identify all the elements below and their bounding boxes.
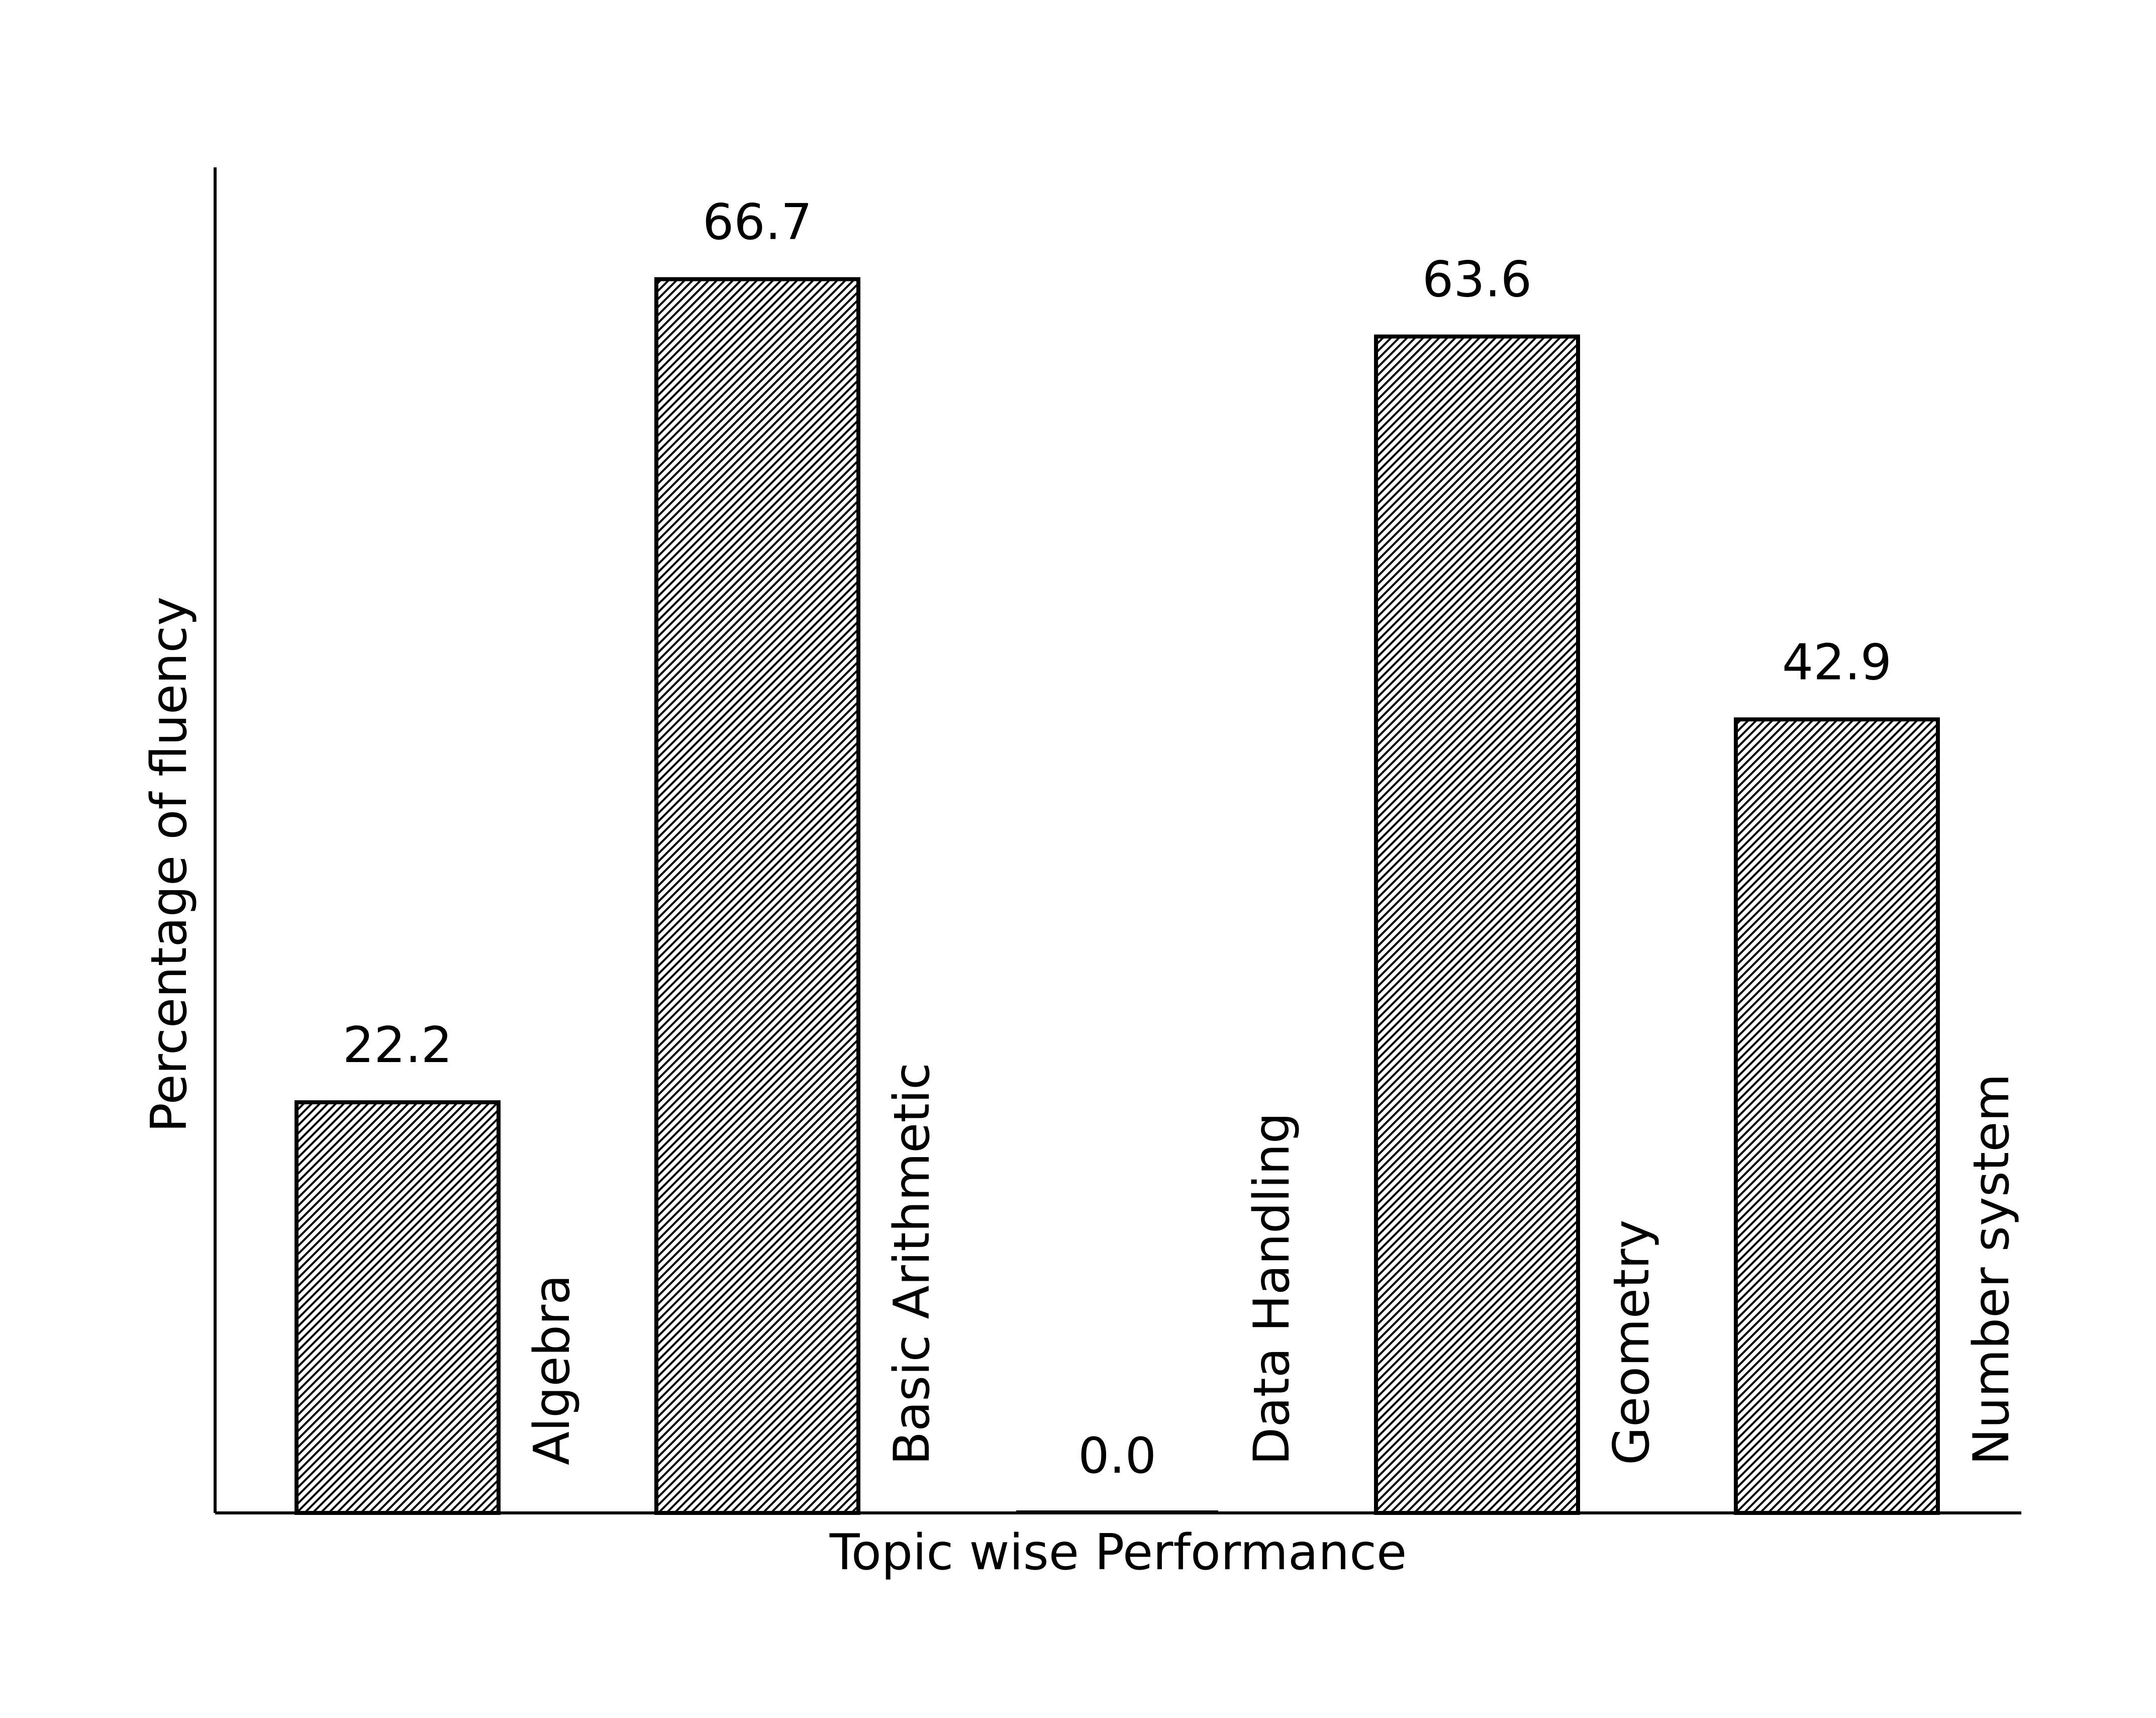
bars-layer <box>295 277 1940 1515</box>
value-label: 22.2 <box>343 1017 452 1074</box>
y-axis-title: Percentage of fluency <box>141 597 198 1132</box>
axes-layer <box>214 167 2021 1514</box>
value-label: 42.9 <box>1782 634 1892 691</box>
category-label: Data Handling <box>1243 1112 1301 1465</box>
bar-geometry <box>1374 334 1580 1515</box>
labels-layer: 22.2 Algebra 66.7 Basic Arithmetic 0.0 Data H… <box>343 194 2020 1485</box>
value-label: 66.7 <box>703 194 812 251</box>
category-label: Basic Arithmetic <box>884 1063 941 1465</box>
value-label: 63.6 <box>1422 251 1532 309</box>
category-label: Algebra <box>524 1275 581 1465</box>
x-axis-title: Topic wise Performance <box>829 1524 1407 1581</box>
category-label: Geometry <box>1603 1219 1660 1465</box>
bar-algebra <box>295 1100 501 1515</box>
bar-number-system <box>1734 717 1940 1515</box>
category-label: Number system <box>1963 1074 2020 1465</box>
bar-basic-arithmetic <box>654 277 860 1515</box>
value-label: 0.0 <box>1078 1427 1156 1485</box>
